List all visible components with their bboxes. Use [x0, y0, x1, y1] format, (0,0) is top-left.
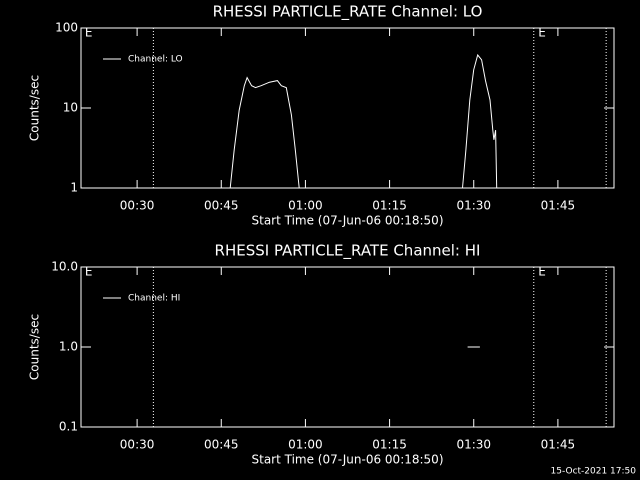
- annotation: E: [85, 265, 93, 279]
- x-tick-label: 01:00: [288, 199, 323, 213]
- y-tick-label: 1.0: [59, 340, 78, 354]
- y-tick-label: 10.0: [51, 260, 78, 274]
- y-tick-label: 0.1: [59, 420, 78, 434]
- legend-label: Channel: LO: [128, 55, 183, 65]
- x-axis-label: Start Time (07-Jun-06 00:18:50): [252, 214, 444, 228]
- annotation: E: [538, 265, 546, 279]
- y-axis-label: Counts/sec: [28, 314, 42, 380]
- legend-label: Channel: HI: [128, 294, 180, 304]
- series-line: [229, 53, 498, 189]
- annotation: E: [538, 26, 546, 40]
- y-tick-label: 100: [55, 21, 78, 35]
- x-tick-label: 01:15: [372, 199, 407, 213]
- y-axis-label: Counts/sec: [28, 75, 42, 141]
- chart-title: RHESSI PARTICLE_RATE Channel: HI: [215, 242, 481, 261]
- x-tick-label: 01:45: [541, 199, 576, 213]
- chart-title: RHESSI PARTICLE_RATE Channel: LO: [213, 3, 483, 22]
- y-tick-label: 1: [70, 181, 78, 195]
- y-tick-label: 10: [63, 101, 78, 115]
- x-tick-label: 00:30: [120, 438, 155, 452]
- x-tick-label: 00:45: [204, 438, 239, 452]
- annotation: E: [85, 26, 93, 40]
- x-tick-label: 01:00: [288, 438, 323, 452]
- x-tick-label: 01:45: [541, 438, 576, 452]
- x-tick-label: 01:30: [456, 199, 491, 213]
- footer: 15-Oct-2021 17:50: [551, 467, 637, 477]
- x-tick-label: 01:30: [456, 438, 491, 452]
- x-axis-label: Start Time (07-Jun-06 00:18:50): [252, 453, 444, 467]
- x-tick-label: 00:45: [204, 199, 239, 213]
- x-tick-label: 00:30: [120, 199, 155, 213]
- x-tick-label: 01:15: [372, 438, 407, 452]
